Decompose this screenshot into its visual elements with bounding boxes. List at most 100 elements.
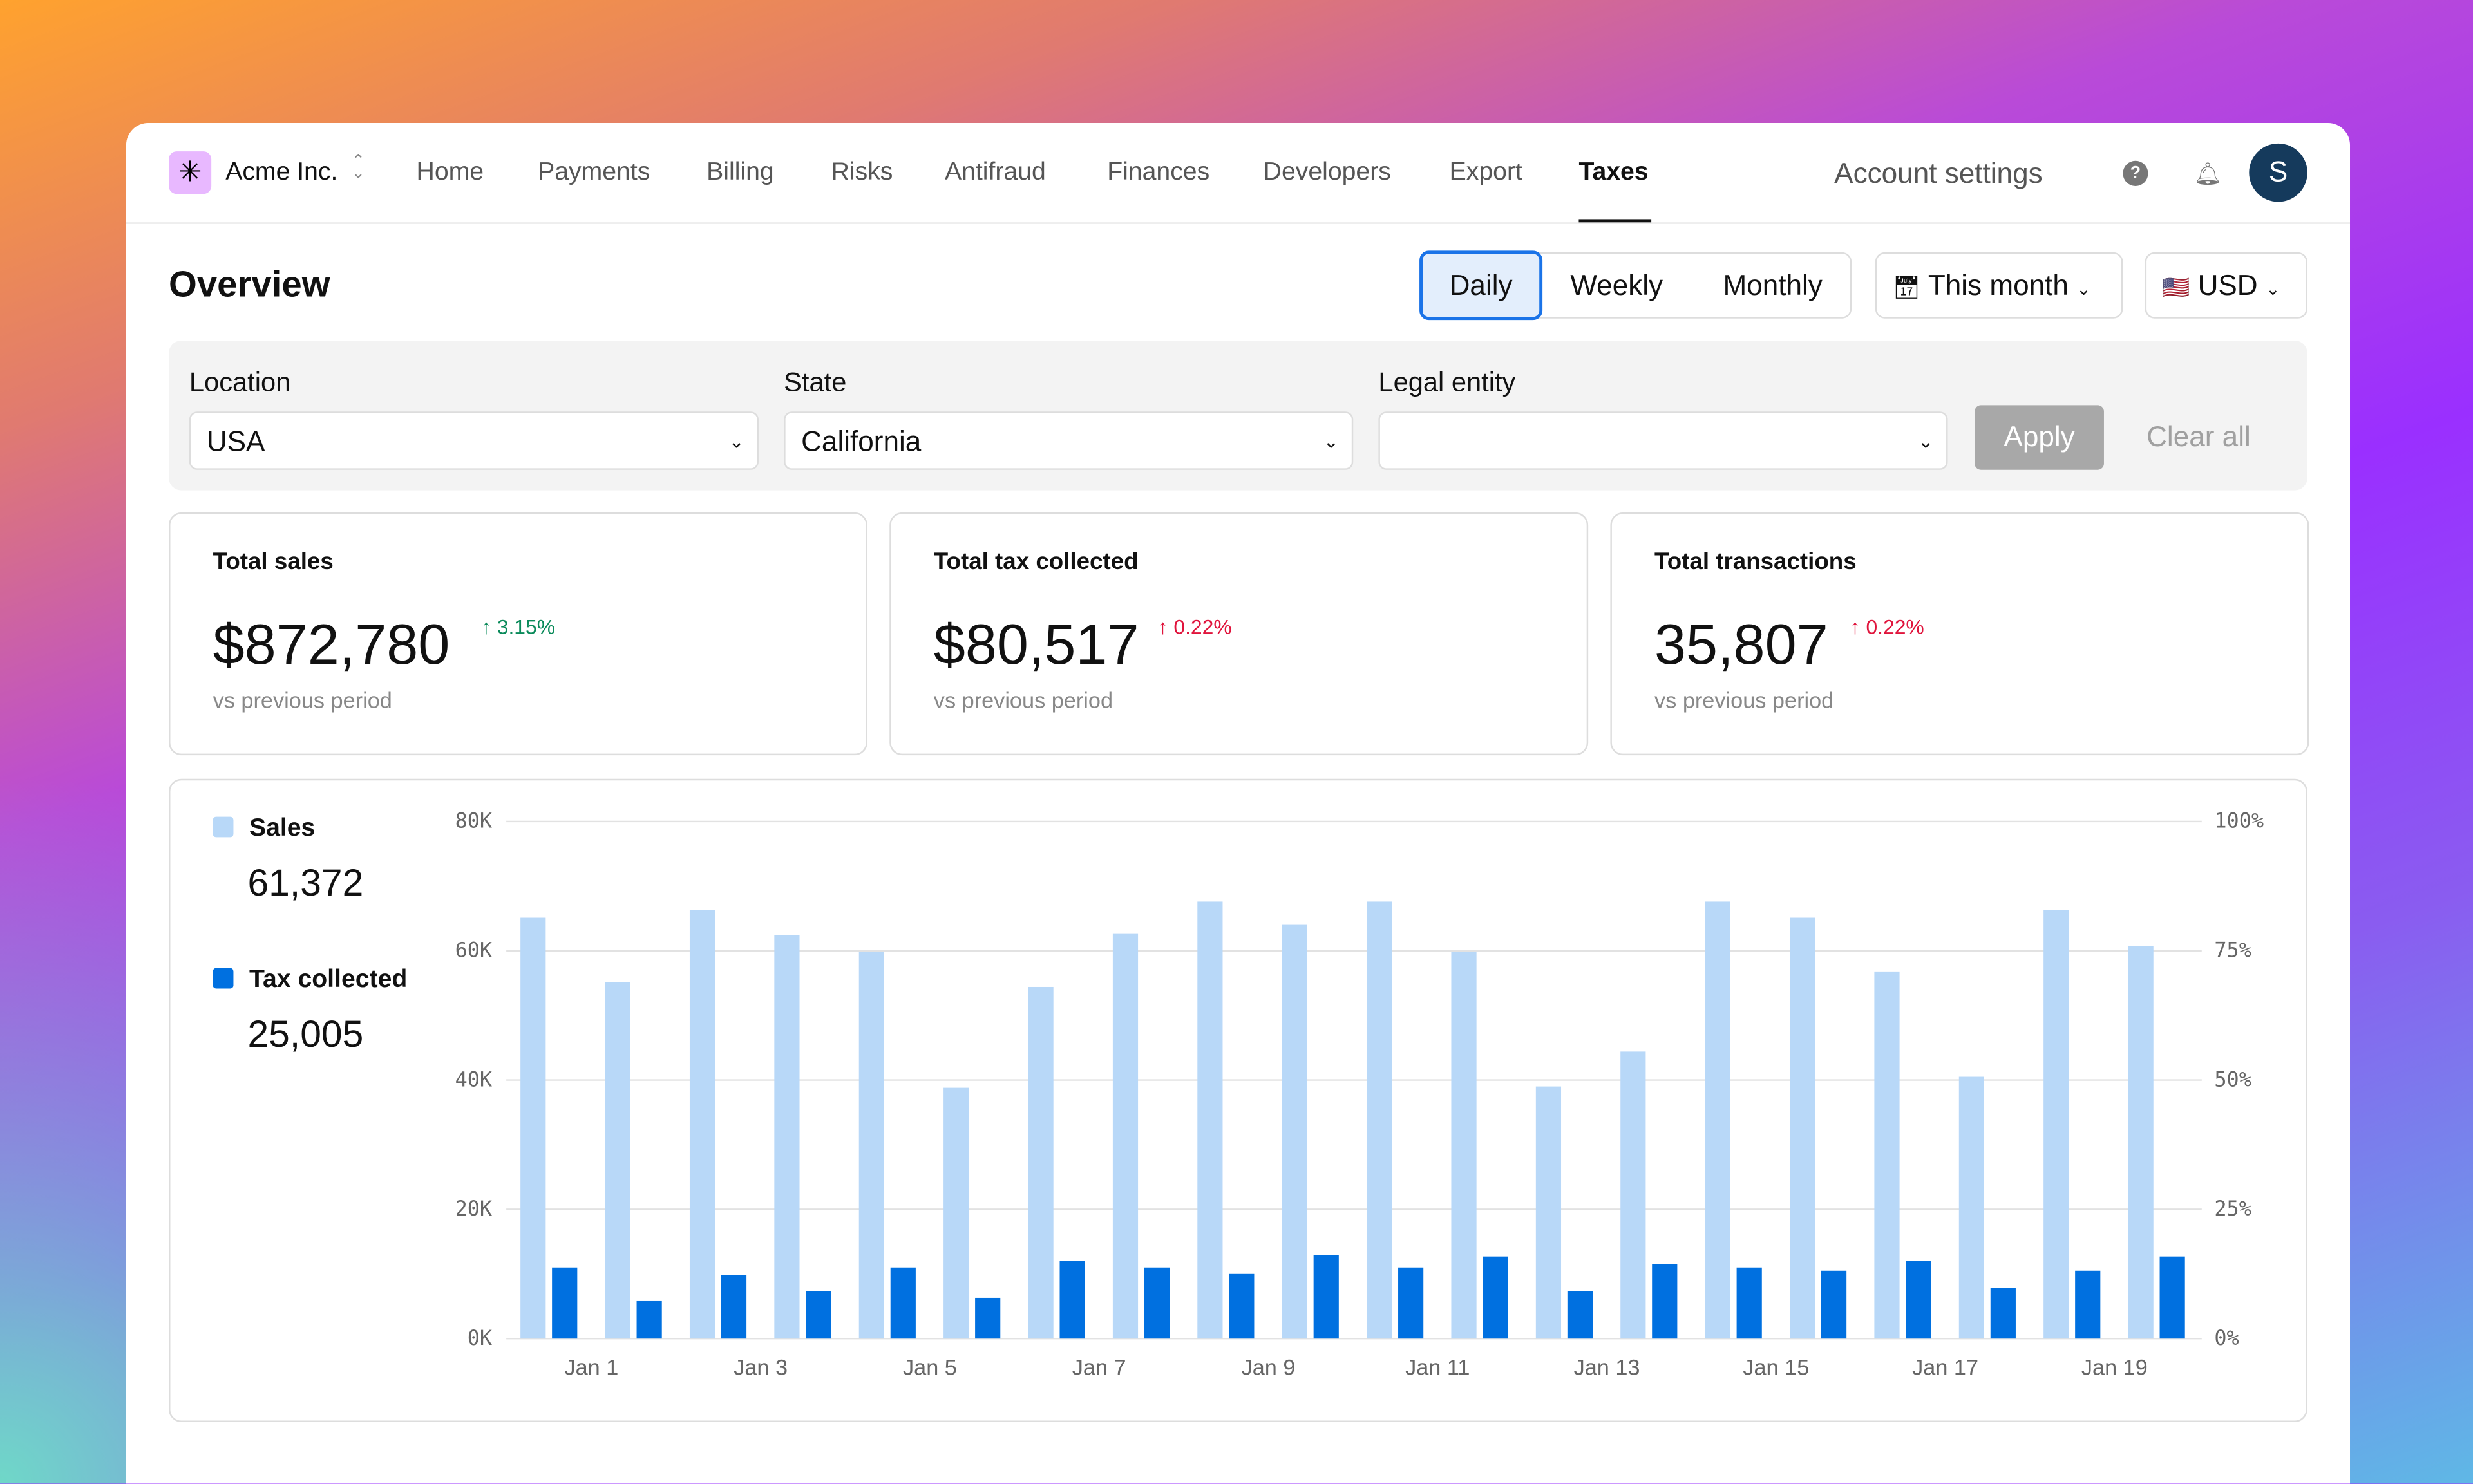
top-nav: ✳ Acme Inc. ⌃ ⌄ Home Payments Billing Ris… [126,123,2351,224]
period-monthly[interactable]: Monthly [1723,269,1823,301]
tax-bar [1144,1267,1170,1339]
chart-card: Sales 61,372 Tax collected 25,005 0K 0% 20… [169,778,2307,1422]
sales-bar [1620,1051,1646,1339]
account-settings-link[interactable]: Account settings [1834,157,2043,189]
sales-bar [1790,917,1815,1339]
nav-finances[interactable]: Finances [1107,159,1210,186]
clear-all-button[interactable]: Clear all [2146,420,2251,453]
x-tick-label: Jan 1 [564,1356,618,1380]
legend-label: Sales [249,815,316,842]
avatar[interactable]: S [2249,143,2307,202]
page-title: Overview [169,263,330,305]
calendar-icon: 📅︎ [1892,274,1921,300]
date-range-value: This month [1928,269,2069,301]
sales-bar [520,917,546,1339]
y-tick-left: 60K [455,938,493,963]
nav-payments[interactable]: Payments [538,159,650,186]
date-range-select[interactable]: 📅︎ This month ⌄ [1875,252,2123,319]
tax-bar [975,1297,1001,1339]
bell-icon[interactable]: 🔔︎ [2193,160,2222,186]
state-select[interactable]: California ⌄ [784,411,1354,470]
tax-bar [1736,1267,1762,1339]
y-tick-right: 75% [2214,938,2251,963]
nav-risks[interactable]: Risks [831,159,893,186]
sales-value: 61,372 [247,862,364,905]
legal-entity-select[interactable]: ⌄ [1378,411,1948,470]
chevron-down-icon: ⌄ [728,430,744,453]
y-tick-right: 0% [2214,1326,2239,1350]
asterisk-logo-icon[interactable]: ✳ [169,151,212,194]
sales-bar [689,910,715,1339]
x-tick-label: Jan 7 [1072,1356,1126,1380]
location-label: Location [189,367,291,398]
tax-value: 25,005 [247,1013,364,1057]
filter-bar: Location USA ⌄ State California ⌄ Legal en… [169,340,2307,491]
us-flag-icon: 🇺🇸 [2162,274,2190,300]
location-select[interactable]: USA ⌄ [189,411,759,470]
kpi-card: Total tax collected $80,517 ↑ 0.22% vs p… [889,512,1589,756]
y-tick-right: 100% [2214,809,2264,833]
tax-bar [890,1267,916,1339]
kpi-subtitle: vs previous period [933,687,1113,713]
tax-bar [1990,1288,2016,1339]
tax-bar [1567,1291,1593,1339]
kpi-card: Total sales $872,780 ↑ 3.15% vs previous… [169,512,867,756]
y-tick-left: 80K [455,809,493,833]
tax-bar [1313,1255,1339,1339]
y-tick-left: 20K [455,1196,493,1221]
period-toggle: Daily Weekly Monthly [1419,250,1852,321]
tax-bar [721,1275,747,1339]
legal-entity-label: Legal entity [1378,367,1516,398]
help-icon[interactable]: ? [2123,160,2148,186]
currency-select[interactable]: 🇺🇸 USD ⌄ [2145,252,2307,319]
x-tick-label: Jan 9 [1242,1356,1296,1380]
nav-home[interactable]: Home [416,159,484,186]
workspace-name[interactable]: Acme Inc. [225,159,338,186]
x-tick-label: Jan 17 [1912,1356,1978,1380]
nav-developers[interactable]: Developers [1263,159,1391,186]
sales-bar [1705,901,1730,1339]
tax-bar [1059,1261,1085,1339]
tax-bar [1652,1264,1678,1339]
nav-billing[interactable]: Billing [706,159,774,186]
sales-bar [1282,924,1307,1339]
arrow-up-icon: ↑ [1850,615,1861,639]
kpi-delta-value: 3.15% [497,615,556,639]
legend-sales: Sales [213,815,316,843]
nav-taxes[interactable]: Taxes [1578,159,1649,186]
period-weekly[interactable]: Weekly [1570,269,1663,301]
bar-chart: 0K 0% 20K 25% 40K 50% 60K 75% 80K 100% Jan 1 Jan 3 J… [455,809,2264,1380]
kpi-label: Total tax collected [933,549,1139,576]
tax-bar [1229,1273,1255,1339]
sales-bar [2043,910,2069,1339]
tax-bar [552,1267,578,1339]
arrow-up-icon: ↑ [480,615,491,639]
arrow-up-icon: ↑ [1157,615,1168,639]
currency-value: USD [2197,269,2258,301]
kpi-label: Total sales [213,549,334,576]
x-tick-label: Jan 5 [903,1356,957,1380]
kpi-delta-value: 0.22% [1866,615,1924,639]
period-daily[interactable]: Daily [1419,250,1543,321]
sales-bar [1028,986,1054,1339]
tax-bar [1821,1270,1847,1339]
nav-antifraud[interactable]: Antifraud [944,159,1046,186]
y-tick-right: 50% [2214,1067,2251,1091]
active-tab-indicator [1578,219,1652,223]
kpi-value: 35,807 [1654,612,1828,677]
sales-bar [1874,971,1900,1339]
nav-export[interactable]: Export [1449,159,1522,186]
sales-bar [943,1087,969,1339]
sales-bar [1197,901,1223,1339]
tax-swatch [213,968,234,989]
apply-button[interactable]: Apply [1975,405,2104,470]
chevron-down-icon: ⌄ [2076,280,2091,300]
kpi-delta: ↑ 0.22% [1850,615,1924,639]
tax-bar [2159,1256,2185,1339]
sales-bar [1367,901,1392,1339]
legend-tax: Tax collected [213,966,407,995]
y-tick-left: 40K [455,1067,493,1091]
chevron-updown-icon[interactable]: ⌃ ⌄ [352,153,365,183]
sales-swatch [213,816,234,838]
tax-bar [806,1291,831,1339]
